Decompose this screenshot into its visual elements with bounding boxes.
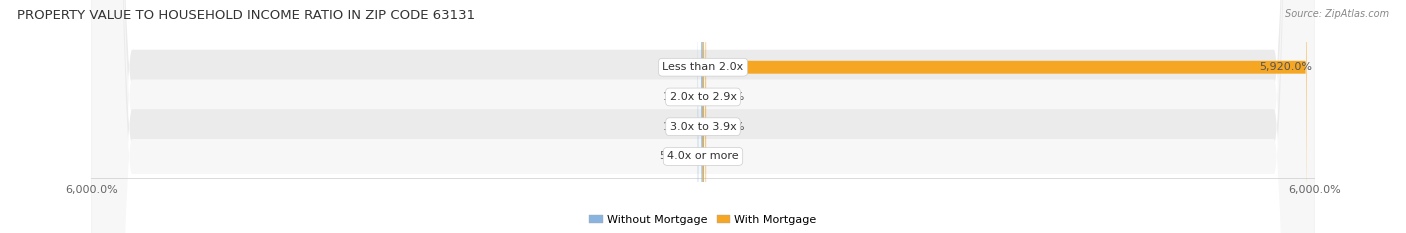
FancyBboxPatch shape [703, 0, 706, 233]
Text: Less than 2.0x: Less than 2.0x [662, 62, 744, 72]
Text: PROPERTY VALUE TO HOUSEHOLD INCOME RATIO IN ZIP CODE 63131: PROPERTY VALUE TO HOUSEHOLD INCOME RATIO… [17, 9, 475, 22]
FancyBboxPatch shape [703, 0, 706, 233]
Legend: Without Mortgage, With Mortgage: Without Mortgage, With Mortgage [585, 210, 821, 229]
FancyBboxPatch shape [703, 0, 1306, 233]
Text: 10.3%: 10.3% [707, 151, 742, 161]
Text: 12.5%: 12.5% [664, 122, 699, 132]
Text: Source: ZipAtlas.com: Source: ZipAtlas.com [1285, 9, 1389, 19]
Text: 15.3%: 15.3% [664, 92, 699, 102]
Text: 19.1%: 19.1% [662, 62, 697, 72]
Text: 26.9%: 26.9% [709, 122, 744, 132]
FancyBboxPatch shape [91, 0, 1315, 233]
Text: 2.0x to 2.9x: 2.0x to 2.9x [669, 92, 737, 102]
Text: 5,920.0%: 5,920.0% [1260, 62, 1313, 72]
FancyBboxPatch shape [702, 0, 703, 233]
FancyBboxPatch shape [697, 0, 703, 233]
FancyBboxPatch shape [91, 0, 1315, 233]
Text: 30.5%: 30.5% [709, 92, 744, 102]
Text: 3.0x to 3.9x: 3.0x to 3.9x [669, 122, 737, 132]
FancyBboxPatch shape [91, 0, 1315, 233]
Text: 51.2%: 51.2% [659, 151, 695, 161]
Text: 4.0x or more: 4.0x or more [668, 151, 738, 161]
FancyBboxPatch shape [91, 0, 1315, 233]
FancyBboxPatch shape [702, 0, 703, 233]
